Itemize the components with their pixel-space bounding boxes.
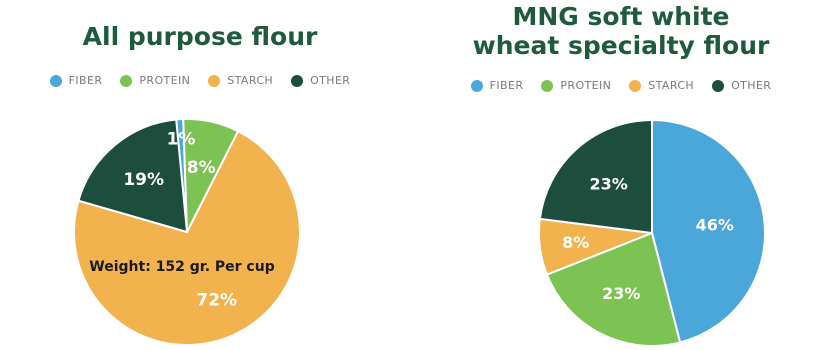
chart-panel-all-purpose: All purpose flour FIBER PROTEIN STARCH O… — [0, 0, 400, 350]
chart-title-line: wheat specialty flour — [472, 31, 770, 60]
slice-label-protein: 8% — [187, 158, 216, 178]
legend-swatch — [291, 74, 304, 87]
slice-label-starch: 72% — [196, 290, 237, 310]
legend-item-other: OTHER — [712, 79, 771, 92]
chart-legend: FIBER PROTEIN STARCH OTHER — [420, 79, 822, 92]
legend-label: OTHER — [731, 79, 772, 92]
chart-title: All purpose flour — [82, 22, 318, 51]
slice-label-other: 19% — [123, 170, 164, 190]
legend-swatch — [541, 79, 554, 92]
chart-title-line: MNG soft white — [512, 2, 730, 31]
legend-label: OTHER — [310, 74, 351, 87]
slice-label-fiber: 46% — [696, 216, 734, 235]
legend-item-fiber: FIBER — [49, 74, 103, 87]
legend-swatch — [712, 79, 725, 92]
chart-panel-mng: MNG soft white wheat specialty flour FIB… — [420, 0, 822, 350]
legend-label: FIBER — [68, 74, 103, 87]
legend-swatch — [470, 79, 483, 92]
slice-label-fiber: 1% — [167, 130, 196, 150]
pie-chart-all-purpose: 1% 8% 72% 19% Weight: 152 gr. Per cup — [73, 118, 301, 346]
chart-title: MNG soft white wheat specialty flour — [420, 2, 822, 60]
legend-label: FIBER — [489, 79, 524, 92]
pie-slice-other — [538, 118, 653, 235]
legend-swatch — [120, 74, 133, 87]
chart-annotation: Weight: 152 gr. Per cup — [89, 259, 274, 275]
slice-label-protein: 23% — [602, 284, 640, 303]
legend-item-other: OTHER — [291, 74, 350, 87]
legend-label: STARCH — [227, 74, 274, 87]
slice-label-other: 23% — [590, 174, 628, 193]
pie-slice-protein — [545, 231, 682, 347]
pie-slice-fiber — [651, 118, 766, 344]
chart-legend: FIBER PROTEIN STARCH OTHER — [0, 74, 400, 87]
legend-item-protein: PROTEIN — [541, 79, 611, 92]
legend-swatch — [629, 79, 642, 92]
slice-label-starch: 8% — [562, 233, 589, 252]
legend-label: PROTEIN — [139, 74, 191, 87]
legend-item-starch: STARCH — [208, 74, 273, 87]
legend-item-protein: PROTEIN — [120, 74, 190, 87]
pie-slice-starch — [73, 129, 301, 346]
legend-swatch — [208, 74, 221, 87]
legend-label: PROTEIN — [560, 79, 612, 92]
legend-item-fiber: FIBER — [470, 79, 524, 92]
pie-chart-mng: 46% 23% 8% 23% — [538, 118, 766, 347]
legend-item-starch: STARCH — [629, 79, 694, 92]
pie-slice-other — [77, 118, 189, 234]
legend-swatch — [49, 74, 62, 87]
legend-label: STARCH — [648, 79, 695, 92]
